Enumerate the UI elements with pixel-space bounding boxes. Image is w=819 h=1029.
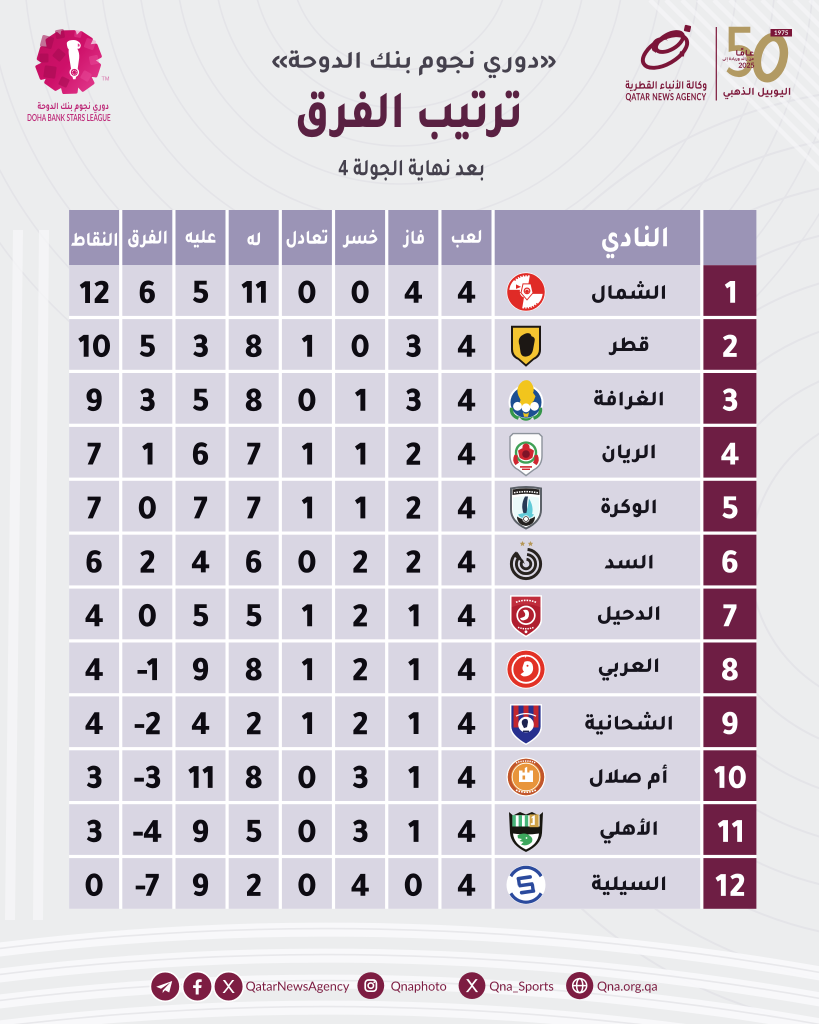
svg-text:TM: TM	[102, 77, 110, 83]
